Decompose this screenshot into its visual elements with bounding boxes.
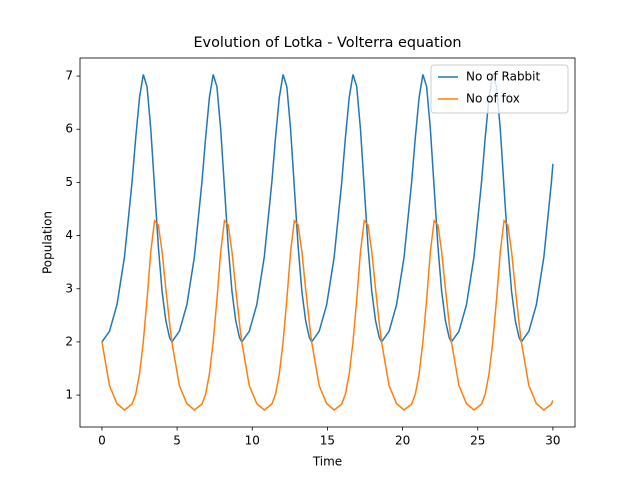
x-tick-label: 10 <box>245 434 260 448</box>
x-tick-label: 25 <box>470 434 485 448</box>
x-tick-label: 15 <box>320 434 335 448</box>
x-tick-label: 5 <box>173 434 181 448</box>
x-tick-label: 20 <box>395 434 410 448</box>
x-tick-label: 0 <box>98 434 106 448</box>
x-tick-label: 30 <box>545 434 560 448</box>
legend-label: No of fox <box>466 92 520 106</box>
y-tick-label: 2 <box>65 334 73 348</box>
x-axis-label: Time <box>312 455 342 469</box>
y-tick-label: 3 <box>65 281 73 295</box>
y-tick-label: 1 <box>65 388 73 402</box>
series-line <box>101 74 554 344</box>
series-line <box>101 218 554 411</box>
y-tick-label: 6 <box>65 122 73 136</box>
y-tick-label: 7 <box>65 69 73 83</box>
axes-frame <box>79 57 576 428</box>
legend-label: No of Rabbit <box>466 70 541 84</box>
legend-box <box>430 64 569 114</box>
y-axis-label: Population <box>41 211 55 274</box>
y-tick-label: 5 <box>65 175 73 189</box>
y-tick-label: 4 <box>65 228 73 242</box>
chart-title: Evolution of Lotka - Volterra equation <box>193 35 461 51</box>
